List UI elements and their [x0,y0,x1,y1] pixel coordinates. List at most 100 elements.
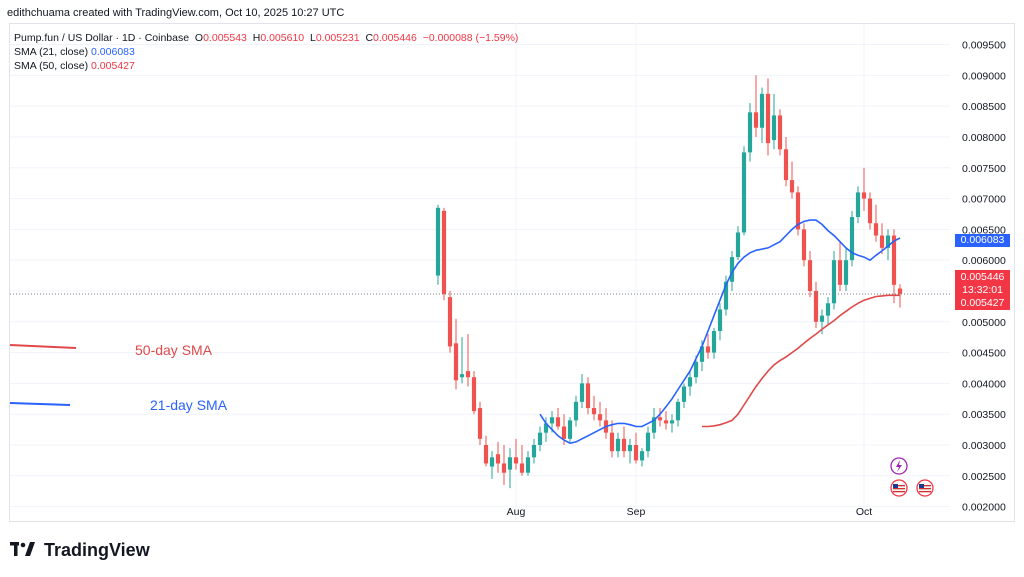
candle [484,436,488,467]
x-axis: Aug Sep Oct [507,506,873,518]
candle [760,88,764,143]
y-tick-label: 0.005000 [962,317,1006,329]
candle [658,408,662,426]
candle-body [574,402,578,420]
candle [508,448,512,488]
candle [526,451,530,476]
candle-body [688,377,692,386]
candle [766,78,770,155]
sma50-value: 0.005427 [91,60,135,72]
sma50-annotation: 50-day SMA [135,342,212,358]
candle [604,408,608,439]
candle [460,337,464,383]
sma50-line [702,295,900,426]
candle-body [676,402,680,420]
us-flag-event-icon[interactable] [891,480,907,496]
candle-body [712,331,716,353]
candle [448,291,452,353]
candle-body [832,260,836,303]
y-tick-label: 0.002500 [962,471,1006,483]
candle-body [718,309,722,331]
candle-body [496,454,500,463]
candle-body [826,303,830,315]
candle-body [436,208,440,276]
tradingview-logo[interactable]: TradingView [10,540,150,561]
candle-body [502,463,506,472]
candle [808,251,812,297]
candle-body [802,229,806,260]
candle-body [526,457,530,472]
candle [682,383,686,408]
candle [670,414,674,432]
candle-body [772,115,776,140]
candle-body [454,343,458,380]
candle [844,248,848,291]
candle [850,211,854,266]
brand-name: TradingView [44,540,150,561]
sma50-legend[interactable]: SMA (50, close) 0.005427 [14,60,135,72]
lightning-icon[interactable] [891,458,907,474]
candle-body [538,433,542,445]
candle [646,427,650,458]
candle [568,417,572,442]
candle-body [784,149,788,180]
candle-body [484,445,488,463]
candle-body [664,420,668,423]
sma21-label: SMA (21, close) [14,46,88,58]
candle [580,374,584,408]
candle-body [598,414,602,420]
candle-body [616,439,620,451]
candle-body [556,417,560,426]
candle-body [628,445,632,451]
candle-body [814,291,818,322]
candle-body [742,152,746,232]
candle [490,451,494,479]
y-tick-label: 0.002000 [962,502,1006,514]
candle [622,427,626,458]
x-tick-label: Oct [856,506,872,518]
candle-body [760,94,764,128]
us-flag-event-icon[interactable] [917,480,933,496]
candle-body [490,457,494,466]
candle-body [874,223,878,235]
y-tick-label: 0.009500 [962,40,1006,52]
candle [532,439,536,464]
candle [472,371,476,414]
candle-body [646,433,650,451]
candle-body [898,289,902,295]
candle [442,208,446,300]
candle-body [622,439,626,451]
sma50-label: SMA (50, close) [14,60,88,72]
change-value: −0.000088 (−1.59%) [423,32,519,44]
candle-body [880,236,884,248]
candle-body [460,374,464,377]
y-tick-label: 0.004500 [962,348,1006,360]
candle-body [640,451,644,460]
candle-body [694,362,698,377]
high-value: 0.005610 [260,32,304,44]
symbol-legend[interactable]: Pump.fun / US Dollar · 1D · Coinbase O0.… [14,32,518,44]
sma21-legend[interactable]: SMA (21, close) 0.006083 [14,46,135,58]
candle-body [838,260,842,285]
candle [598,402,602,427]
sma21-price-tag: 0.006083 [955,234,1010,247]
sma21-annotation: 21-day SMA [150,397,227,413]
candle [520,445,524,476]
candle-body [844,260,848,285]
candle-body [466,371,470,377]
candle-body [550,417,554,423]
candle-body [508,457,512,469]
candle [592,396,596,421]
candle-body [472,377,476,411]
candle-body [562,427,566,439]
candle-body [634,445,638,460]
candle-body [856,192,860,217]
y-tick-label: 0.004000 [962,378,1006,390]
y-tick-label: 0.006000 [962,255,1006,267]
candle-body [658,417,662,420]
candle [802,223,806,266]
candle-body [820,316,824,322]
candle [502,445,506,485]
candle [706,334,710,359]
